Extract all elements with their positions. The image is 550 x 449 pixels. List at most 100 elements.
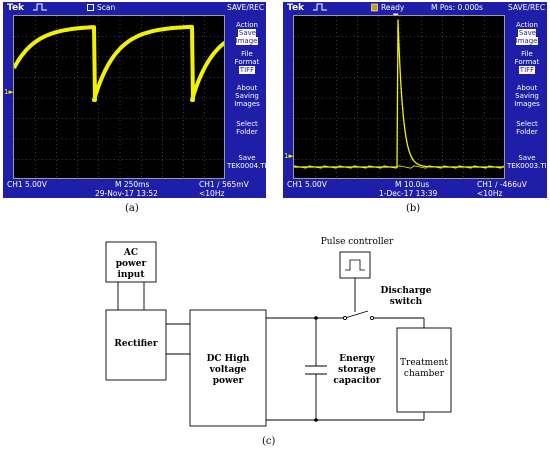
discharge-switch-label: Discharge switch [376, 286, 436, 308]
menu-line-highlight: TIFF [238, 66, 256, 74]
rectifier-box [105, 309, 167, 381]
scope-b-timebase: M 10.0us [395, 180, 430, 189]
pulse-controller-box [339, 251, 371, 279]
scope-b-brand: Tek [287, 3, 305, 13]
menu-line: About [516, 84, 538, 92]
caption-a: (a) [125, 203, 139, 214]
menu-line: Folder [516, 128, 538, 136]
scope-a-acq-label: Scan [97, 3, 116, 12]
scope-b-menu-title: SAVE/REC [508, 3, 546, 12]
ready-icon [371, 2, 379, 16]
scope-b-frequency: <10Hz [477, 189, 503, 198]
dc-power-line: power [212, 376, 244, 386]
menu-line: TEK0004.TIF [227, 162, 271, 170]
menu-line: Saving [235, 92, 259, 100]
menu-line: Action [236, 21, 258, 29]
scope-b-select-folder-button[interactable]: Select Folder [507, 120, 547, 136]
menu-line-highlight: Save Image [235, 29, 259, 45]
menu-line: TEK0003.TIF [507, 162, 550, 170]
circuit-diagram: AC power input Rectifier DC High voltage… [0, 228, 550, 449]
treatment-chamber-label: Treatment chamber [397, 358, 451, 380]
scope-b-action-button[interactable]: Action Save Image [507, 21, 547, 45]
oscilloscope-screen-b: Tek Ready M Pos: 0.000s SAVE/REC ▼ 1► Ac… [283, 2, 550, 198]
dc-power-line: DC High [206, 354, 250, 364]
ac-power-box [105, 241, 157, 283]
scope-a-frequency: <10Hz [199, 189, 225, 198]
scan-square-icon [87, 2, 95, 16]
caption-b: (b) [406, 203, 421, 214]
chamber-line: chamber [403, 369, 445, 379]
ac-power-line: power [115, 259, 147, 269]
capacitor-line: capacitor [333, 376, 381, 386]
chamber-line: Treatment [400, 358, 448, 368]
menu-line: Format [234, 58, 260, 66]
scope-a-select-folder-button[interactable]: Select Folder [227, 120, 267, 136]
ac-power-line: AC [123, 248, 139, 258]
scope-a-action-button[interactable]: Action Save Image [227, 21, 267, 45]
dc-power-box [189, 309, 267, 427]
scope-a-trace-svg [14, 16, 224, 178]
scope-b-channel-scale: 5.00V [305, 180, 327, 189]
scope-a-trigger: CH1 ∕ 565mV [199, 180, 249, 189]
scope-b-status-bar: CH1 5.00V M 10.0us 1-Dec-17 13:39 CH1 ∕ … [283, 180, 547, 198]
scope-b-file-format-button[interactable]: File Format TIFF [507, 50, 547, 74]
dc-power-label: DC High voltage power [190, 354, 266, 387]
scope-a-status-bar: CH1 5.00V M 250ms 29-Nov-17 13:52 CH1 ∕ … [3, 180, 266, 198]
circuit-wiring [105, 241, 452, 427]
ac-power-label: AC power input [106, 248, 156, 281]
ac-power-line: input [117, 270, 145, 280]
scope-b-noise [294, 165, 504, 169]
menu-line: Save [238, 154, 256, 162]
scope-a-channel-scale: 5.00V [25, 180, 47, 189]
scope-a-menu: Action Save Image File Format TIFF About… [227, 14, 271, 180]
discharge-line: Discharge [380, 286, 432, 296]
menu-line-highlight: TIFF [518, 66, 536, 74]
capacitor-label: Energy storage capacitor [330, 354, 384, 387]
trigger-pulse-icon [33, 2, 47, 16]
scope-b-top-bar: Tek Ready M Pos: 0.000s SAVE/REC [283, 2, 547, 14]
scope-b-trigger: CH1 ∕ -466uV [477, 180, 527, 189]
scope-a-file-format-button[interactable]: File Format TIFF [227, 50, 267, 74]
menu-line: Folder [236, 128, 258, 136]
menu-line: Format [514, 58, 540, 66]
trigger-pulse-icon [313, 2, 327, 16]
menu-line-highlight: Save Image [515, 29, 539, 45]
scope-b-trace-svg [294, 16, 504, 178]
scope-a-top-bar: Tek Scan SAVE/REC [3, 2, 266, 14]
capacitor-line: Energy [339, 354, 375, 364]
scope-b-datetime: 1-Dec-17 13:39 [379, 189, 438, 198]
scope-b-channel: CH1 [287, 180, 303, 189]
junction-dot [314, 316, 318, 320]
scope-a-datetime: 29-Nov-17 13:52 [95, 189, 158, 198]
junction-dot [314, 418, 318, 422]
scope-a-timebase: M 250ms [115, 180, 150, 189]
scope-a-graticule [13, 15, 225, 179]
dc-power-line: voltage [209, 365, 247, 375]
menu-line: Images [514, 100, 540, 108]
scope-a-brand: Tek [7, 3, 25, 13]
scope-b-about-saving-button[interactable]: About Saving Images [507, 84, 547, 108]
scope-a-trace [14, 26, 224, 101]
menu-line: Select [516, 120, 538, 128]
menu-line: Saving [515, 92, 539, 100]
menu-line: File [521, 50, 533, 58]
oscilloscope-screen-a: Tek Scan SAVE/REC 1► Action Save Image [3, 2, 271, 198]
menu-line: About [236, 84, 258, 92]
menu-line: Action [516, 21, 538, 29]
menu-line: File [241, 50, 253, 58]
pulse-controller-label: Pulse controller [320, 237, 394, 247]
menu-line: Save [518, 154, 536, 162]
scope-a-save-button[interactable]: Save TEK0004.TIF [227, 154, 271, 170]
scope-b-mpos: M Pos: 0.000s [431, 3, 483, 12]
scope-b-menu: Action Save Image File Format TIFF About… [507, 14, 550, 180]
capacitor-line: storage [338, 365, 376, 375]
scope-b-ref-marker: 1► [284, 152, 294, 160]
scope-a-ref-marker: 1► [4, 88, 14, 96]
rectifier-label: Rectifier [114, 339, 158, 349]
discharge-line: switch [389, 297, 423, 307]
scope-a-about-saving-button[interactable]: About Saving Images [227, 84, 267, 108]
menu-line: Images [234, 100, 260, 108]
scope-a-channel: CH1 [7, 180, 23, 189]
scope-b-save-button[interactable]: Save TEK0003.TIF [507, 154, 550, 170]
scope-a-menu-title: SAVE/REC [227, 3, 265, 12]
